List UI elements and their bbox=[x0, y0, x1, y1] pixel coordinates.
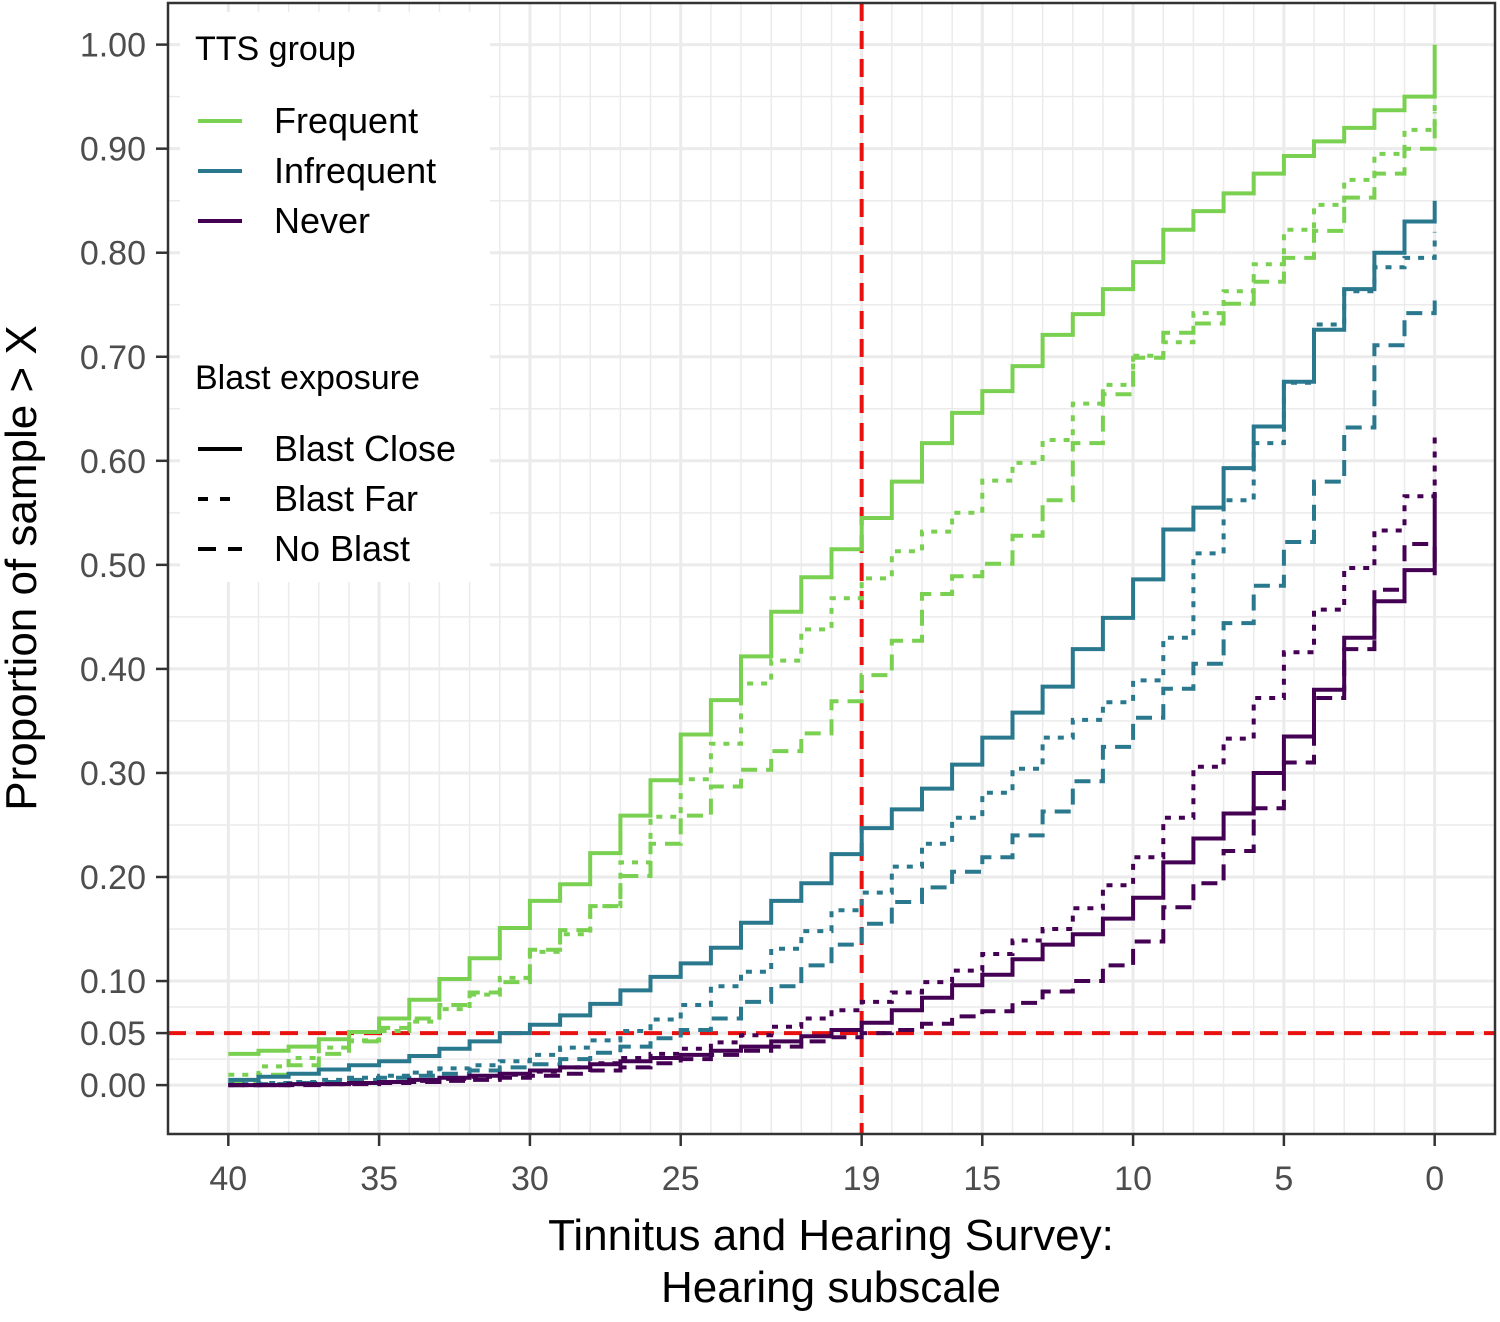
y-tick-label: 0.10 bbox=[80, 963, 146, 1001]
series-lines bbox=[228, 44, 1437, 1088]
plot-border bbox=[166, 1, 1497, 1136]
legend-label-no-blast: No Blast bbox=[274, 528, 410, 569]
legend-entry-blast-close: Blast Close bbox=[198, 428, 456, 469]
legend-label-blast-far: Blast Far bbox=[274, 478, 418, 519]
legend-entry-never: Never bbox=[198, 200, 370, 241]
legend-label-infrequent: Infrequent bbox=[274, 150, 436, 191]
reference-lines bbox=[168, 3, 1495, 1134]
series-line-infrequent-blast-far bbox=[228, 231, 1437, 1087]
y-tick-label: 0.80 bbox=[80, 235, 146, 273]
legend-label-blast-close: Blast Close bbox=[274, 428, 456, 469]
x-tick-label: 40 bbox=[209, 1160, 247, 1198]
x-tick-label: 25 bbox=[662, 1160, 700, 1198]
series-line-frequent-no-blast bbox=[228, 112, 1437, 1084]
legend-title-tts: TTS group bbox=[195, 30, 356, 68]
x-tick-label: 15 bbox=[963, 1160, 1001, 1198]
legend-entry-infrequent: Infrequent bbox=[198, 150, 436, 191]
y-tick-label: 0.20 bbox=[80, 859, 146, 897]
legend-entry-no-blast: No Blast bbox=[198, 528, 410, 569]
y-tick-label: 0.05 bbox=[80, 1015, 146, 1053]
y-axis-title: Proportion of sample > X bbox=[0, 325, 46, 810]
y-tick-label: 0.60 bbox=[80, 443, 146, 481]
x-tick-label: 30 bbox=[511, 1160, 549, 1198]
legend-label-frequent: Frequent bbox=[274, 100, 418, 141]
series-line-frequent-blast-close bbox=[228, 44, 1437, 1056]
y-tick-label: 0.70 bbox=[80, 339, 146, 377]
legend-entry-blast-far: Blast Far bbox=[198, 478, 418, 519]
legend: TTS group Frequent Infrequent Never Blas… bbox=[180, 12, 490, 582]
y-tick-label: 0.30 bbox=[80, 755, 146, 793]
legend-entry-frequent: Frequent bbox=[198, 100, 418, 141]
x-tick-label: 0 bbox=[1425, 1160, 1444, 1198]
y-tick-label: 1.00 bbox=[80, 27, 146, 65]
y-tick-label: 0.00 bbox=[80, 1067, 146, 1105]
axis-ticks: 40 35 30 25 19 15 10 5 0 0.00 0.05 0.10 0.20 0.30 0.40… bbox=[80, 27, 1444, 1198]
legend-title-blast: Blast exposure bbox=[195, 359, 420, 397]
series-line-infrequent-no-blast bbox=[228, 294, 1437, 1088]
series-line-infrequent-blast-close bbox=[228, 200, 1437, 1082]
y-tick-label: 0.90 bbox=[80, 131, 146, 169]
x-tick-label: 5 bbox=[1274, 1160, 1293, 1198]
series-line-never-blast-close bbox=[228, 492, 1437, 1088]
x-tick-label: 19 bbox=[843, 1160, 881, 1198]
legend-label-never: Never bbox=[274, 200, 370, 241]
series-line-never-no-blast bbox=[228, 542, 1437, 1088]
x-axis-title-line-2: Hearing subscale bbox=[661, 1263, 1001, 1312]
x-axis-title: Tinnitus and Hearing Survey: Hearing sub… bbox=[548, 1211, 1114, 1312]
legend-background bbox=[180, 12, 490, 582]
x-tick-label: 10 bbox=[1114, 1160, 1152, 1198]
x-axis-title-line-1: Tinnitus and Hearing Survey: bbox=[548, 1211, 1114, 1260]
y-tick-label: 0.40 bbox=[80, 651, 146, 689]
x-tick-label: 35 bbox=[360, 1160, 398, 1198]
y-tick-label: 0.50 bbox=[80, 547, 146, 585]
